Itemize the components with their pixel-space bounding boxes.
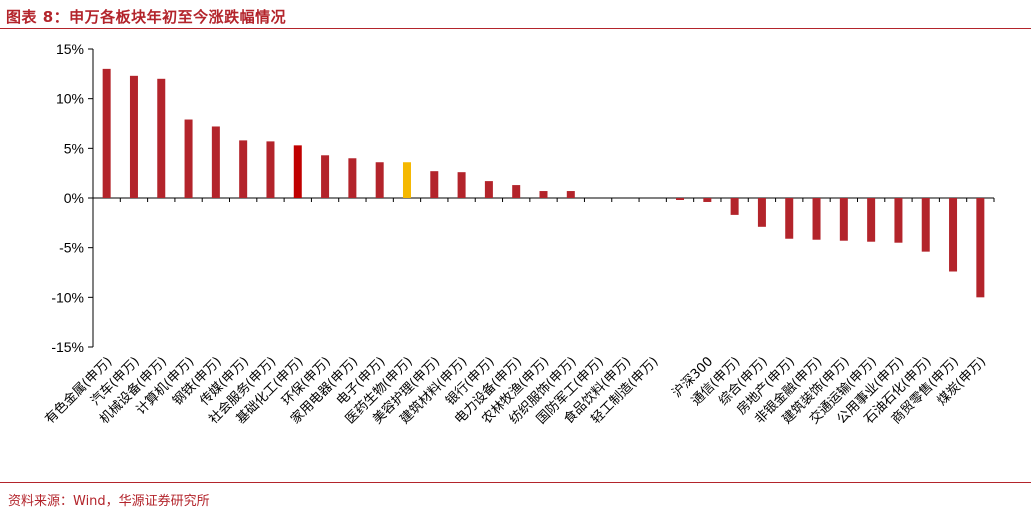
source-note: 资料来源：Wind，华源证券研究所 (8, 494, 210, 509)
title-divider (0, 28, 1031, 29)
bar (512, 185, 521, 198)
y-tick-label: -10% (51, 289, 84, 305)
bar (375, 162, 384, 198)
bar (184, 119, 193, 198)
bar (321, 155, 330, 198)
chart-title: 图表 8：申万各板块年初至今涨跌幅情况 (6, 8, 287, 26)
bar (976, 198, 985, 298)
bar (921, 198, 930, 252)
bar (894, 198, 903, 243)
bar (839, 198, 848, 241)
y-tick-label: -15% (51, 339, 84, 355)
bar (102, 68, 111, 198)
bar (539, 191, 548, 198)
bar (129, 75, 138, 198)
bar (703, 198, 712, 202)
bar (676, 198, 685, 200)
footer-divider (0, 482, 1031, 483)
bar (566, 191, 575, 198)
bar (457, 172, 466, 198)
bar (867, 198, 876, 242)
y-tick-label: 5% (64, 140, 84, 156)
bar (812, 198, 821, 240)
bar (484, 181, 493, 198)
bar-chart: 15%10%5%0%-5%-10%-15%有色金属(申万)汽车(申万)机械设备(… (42, 41, 995, 427)
y-tick-label: 0% (64, 190, 84, 206)
y-tick-label: 10% (56, 91, 84, 107)
bar (430, 171, 439, 198)
y-tick-label: -5% (59, 240, 84, 256)
bar (211, 126, 220, 198)
bar (157, 78, 166, 198)
bar (730, 198, 739, 215)
bar (239, 140, 248, 198)
bar (785, 198, 794, 239)
bar (757, 198, 766, 227)
bar (402, 162, 411, 198)
bar (949, 198, 958, 272)
bar (266, 141, 275, 198)
y-tick-label: 15% (56, 41, 84, 57)
bar (348, 158, 357, 198)
bar (293, 145, 302, 198)
